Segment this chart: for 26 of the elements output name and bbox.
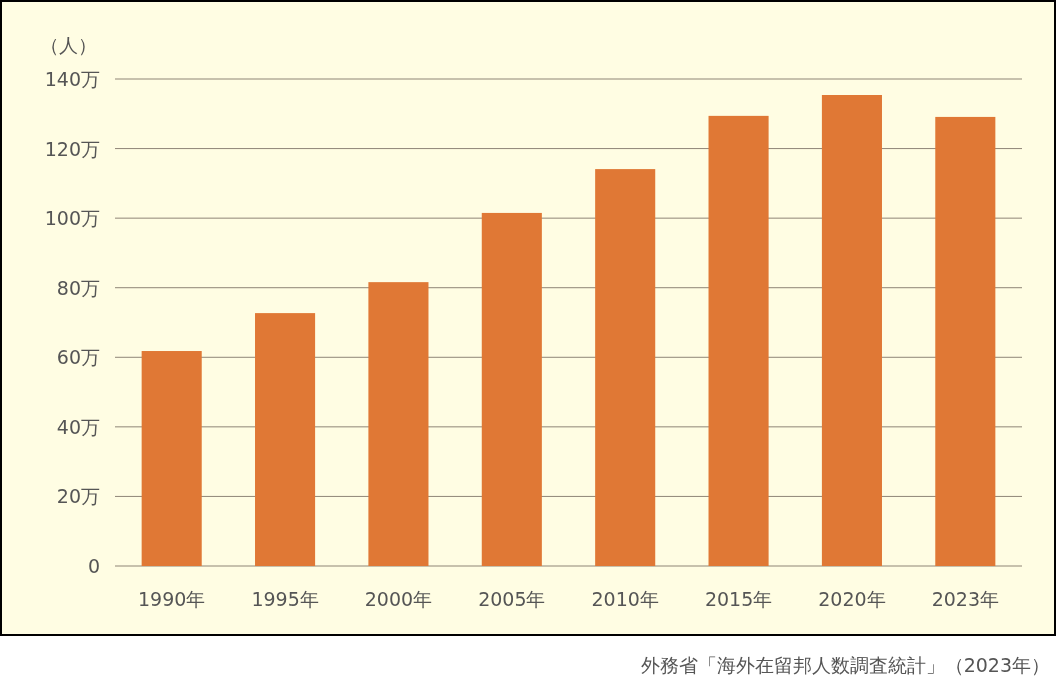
bar: [368, 282, 429, 566]
bar: [141, 351, 202, 566]
y-tick-label: 120万: [44, 137, 100, 160]
y-tick-label: 60万: [56, 346, 100, 369]
bar: [595, 169, 656, 566]
bar: [708, 115, 769, 566]
y-tick-label: 20万: [56, 485, 100, 508]
y-tick-label: 100万: [44, 207, 100, 230]
y-axis-title: （人）: [39, 34, 97, 56]
y-tick-label: 40万: [56, 415, 100, 438]
bar: [481, 212, 542, 566]
x-tick-label: 1990年: [138, 588, 206, 610]
x-tick-label: 2023年: [931, 588, 999, 610]
bar: [255, 313, 316, 566]
text: 外務省「海外在留邦人数調査統計」（2023年）: [640, 654, 1050, 676]
y-tick-label: 80万: [56, 276, 100, 299]
x-tick-label: 2000年: [364, 588, 433, 610]
x-tick-label: 2005年: [478, 588, 546, 610]
x-tick-label: 2010年: [591, 588, 659, 610]
y-tick-label: 140万: [44, 68, 100, 90]
bar: [935, 116, 996, 566]
y-tick-label: 0: [87, 555, 100, 577]
x-tick-label: 2015年: [704, 588, 773, 610]
x-tick-label: 2020年: [818, 588, 886, 610]
bar: [821, 95, 882, 566]
x-tick-label: 1995年: [251, 588, 319, 610]
